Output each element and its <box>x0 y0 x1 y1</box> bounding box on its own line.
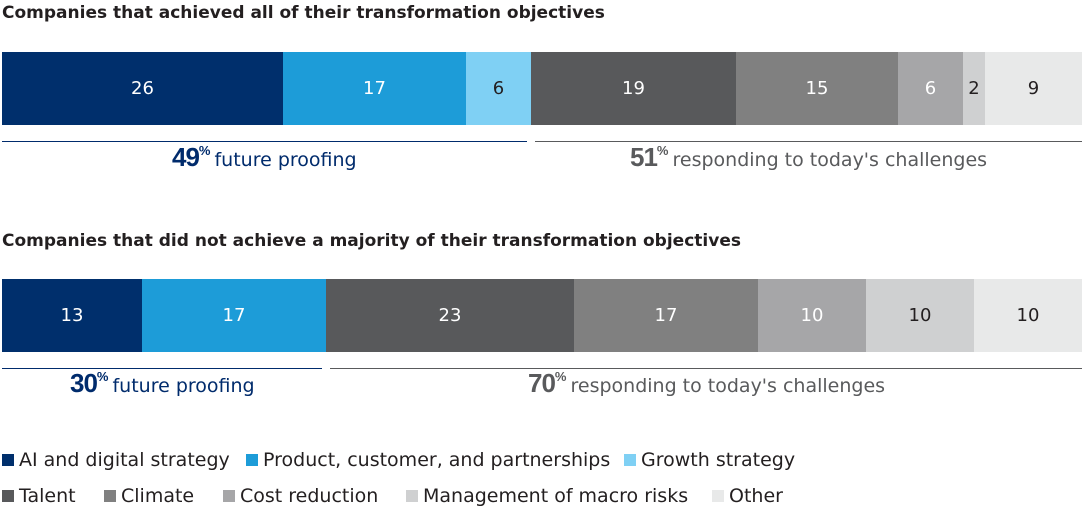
legend-label: Climate <box>121 485 195 507</box>
legend-item: Talent <box>2 485 76 507</box>
bar-segment-management-of-macro-risks: 10 <box>866 279 974 352</box>
group-rule <box>330 368 1082 369</box>
group-rule <box>2 141 528 142</box>
group-percent: 51 <box>630 142 658 172</box>
bar-segment-other: 10 <box>974 279 1082 352</box>
legend-swatch <box>406 490 418 502</box>
bar-segment-ai-and-digital-strategy: 13 <box>2 279 142 352</box>
bar-segment-talent: 23 <box>326 279 574 352</box>
group-percent: 70 <box>528 368 556 398</box>
legend-swatch <box>712 490 724 502</box>
group-description: responding to today's challenges <box>570 375 886 397</box>
bar-segment-growth-strategy: 6 <box>466 52 531 125</box>
group-description: future proofing <box>214 149 357 171</box>
legend-swatch <box>246 454 258 466</box>
group-label: 49% future proofing <box>172 142 357 173</box>
group-percent: 30 <box>70 368 98 398</box>
legend-item: Management of macro risks <box>406 485 688 507</box>
bar-segment-management-of-macro-risks: 2 <box>963 52 985 125</box>
group-percent: 49 <box>172 142 200 172</box>
legend-swatch <box>624 454 636 466</box>
legend-label: Product, customer, and partnerships <box>263 449 611 471</box>
legend-label: Talent <box>19 485 76 507</box>
legend-item: Climate <box>104 485 194 507</box>
legend-swatch <box>104 490 116 502</box>
legend-label: Management of macro risks <box>423 485 689 507</box>
legend-item: Other <box>712 485 783 507</box>
legend-swatch <box>2 490 14 502</box>
bar-segment-cost-reduction: 6 <box>898 52 963 125</box>
legend-item: Product, customer, and partnerships <box>246 449 610 471</box>
group-percent-sign: % <box>554 369 567 384</box>
legend-item: AI and digital strategy <box>2 449 230 471</box>
chart-1-title: Companies that achieved all of their tra… <box>2 3 605 23</box>
bar-segment-climate: 17 <box>574 279 758 352</box>
bar-segment-product-customer-and-partnerships: 17 <box>142 279 326 352</box>
legend-item: Growth strategy <box>624 449 795 471</box>
bar-segment-cost-reduction: 10 <box>758 279 866 352</box>
legend-label: AI and digital strategy <box>19 449 230 471</box>
bar-segment-product-customer-and-partnerships: 17 <box>283 52 466 125</box>
legend-label: Other <box>729 485 783 507</box>
group-rule <box>2 368 322 369</box>
bar-segment-climate: 15 <box>736 52 898 125</box>
group-description: future proofing <box>112 375 255 397</box>
legend-label: Cost reduction <box>240 485 379 507</box>
chart-1-bar: 26 17 6 19 15 6 2 9 <box>2 52 1082 125</box>
bar-segment-ai-and-digital-strategy: 26 <box>2 52 283 125</box>
group-percent-sign: % <box>96 369 109 384</box>
group-label: 70% responding to today's challenges <box>528 368 885 399</box>
legend-swatch <box>2 454 14 466</box>
chart-2-title: Companies that did not achieve a majorit… <box>2 231 741 251</box>
legend-label: Growth strategy <box>641 449 796 471</box>
group-percent-sign: % <box>198 143 211 158</box>
group-label: 30% future proofing <box>70 368 255 399</box>
chart-2-bar: 13 17 23 17 10 10 10 <box>2 279 1082 352</box>
group-description: responding to today's challenges <box>672 149 988 171</box>
bar-segment-talent: 19 <box>531 52 736 125</box>
legend-swatch <box>223 490 235 502</box>
group-percent-sign: % <box>656 143 669 158</box>
group-label: 51% responding to today's challenges <box>630 142 987 173</box>
legend-item: Cost reduction <box>223 485 378 507</box>
bar-segment-other: 9 <box>985 52 1082 125</box>
group-rule <box>535 141 1082 142</box>
